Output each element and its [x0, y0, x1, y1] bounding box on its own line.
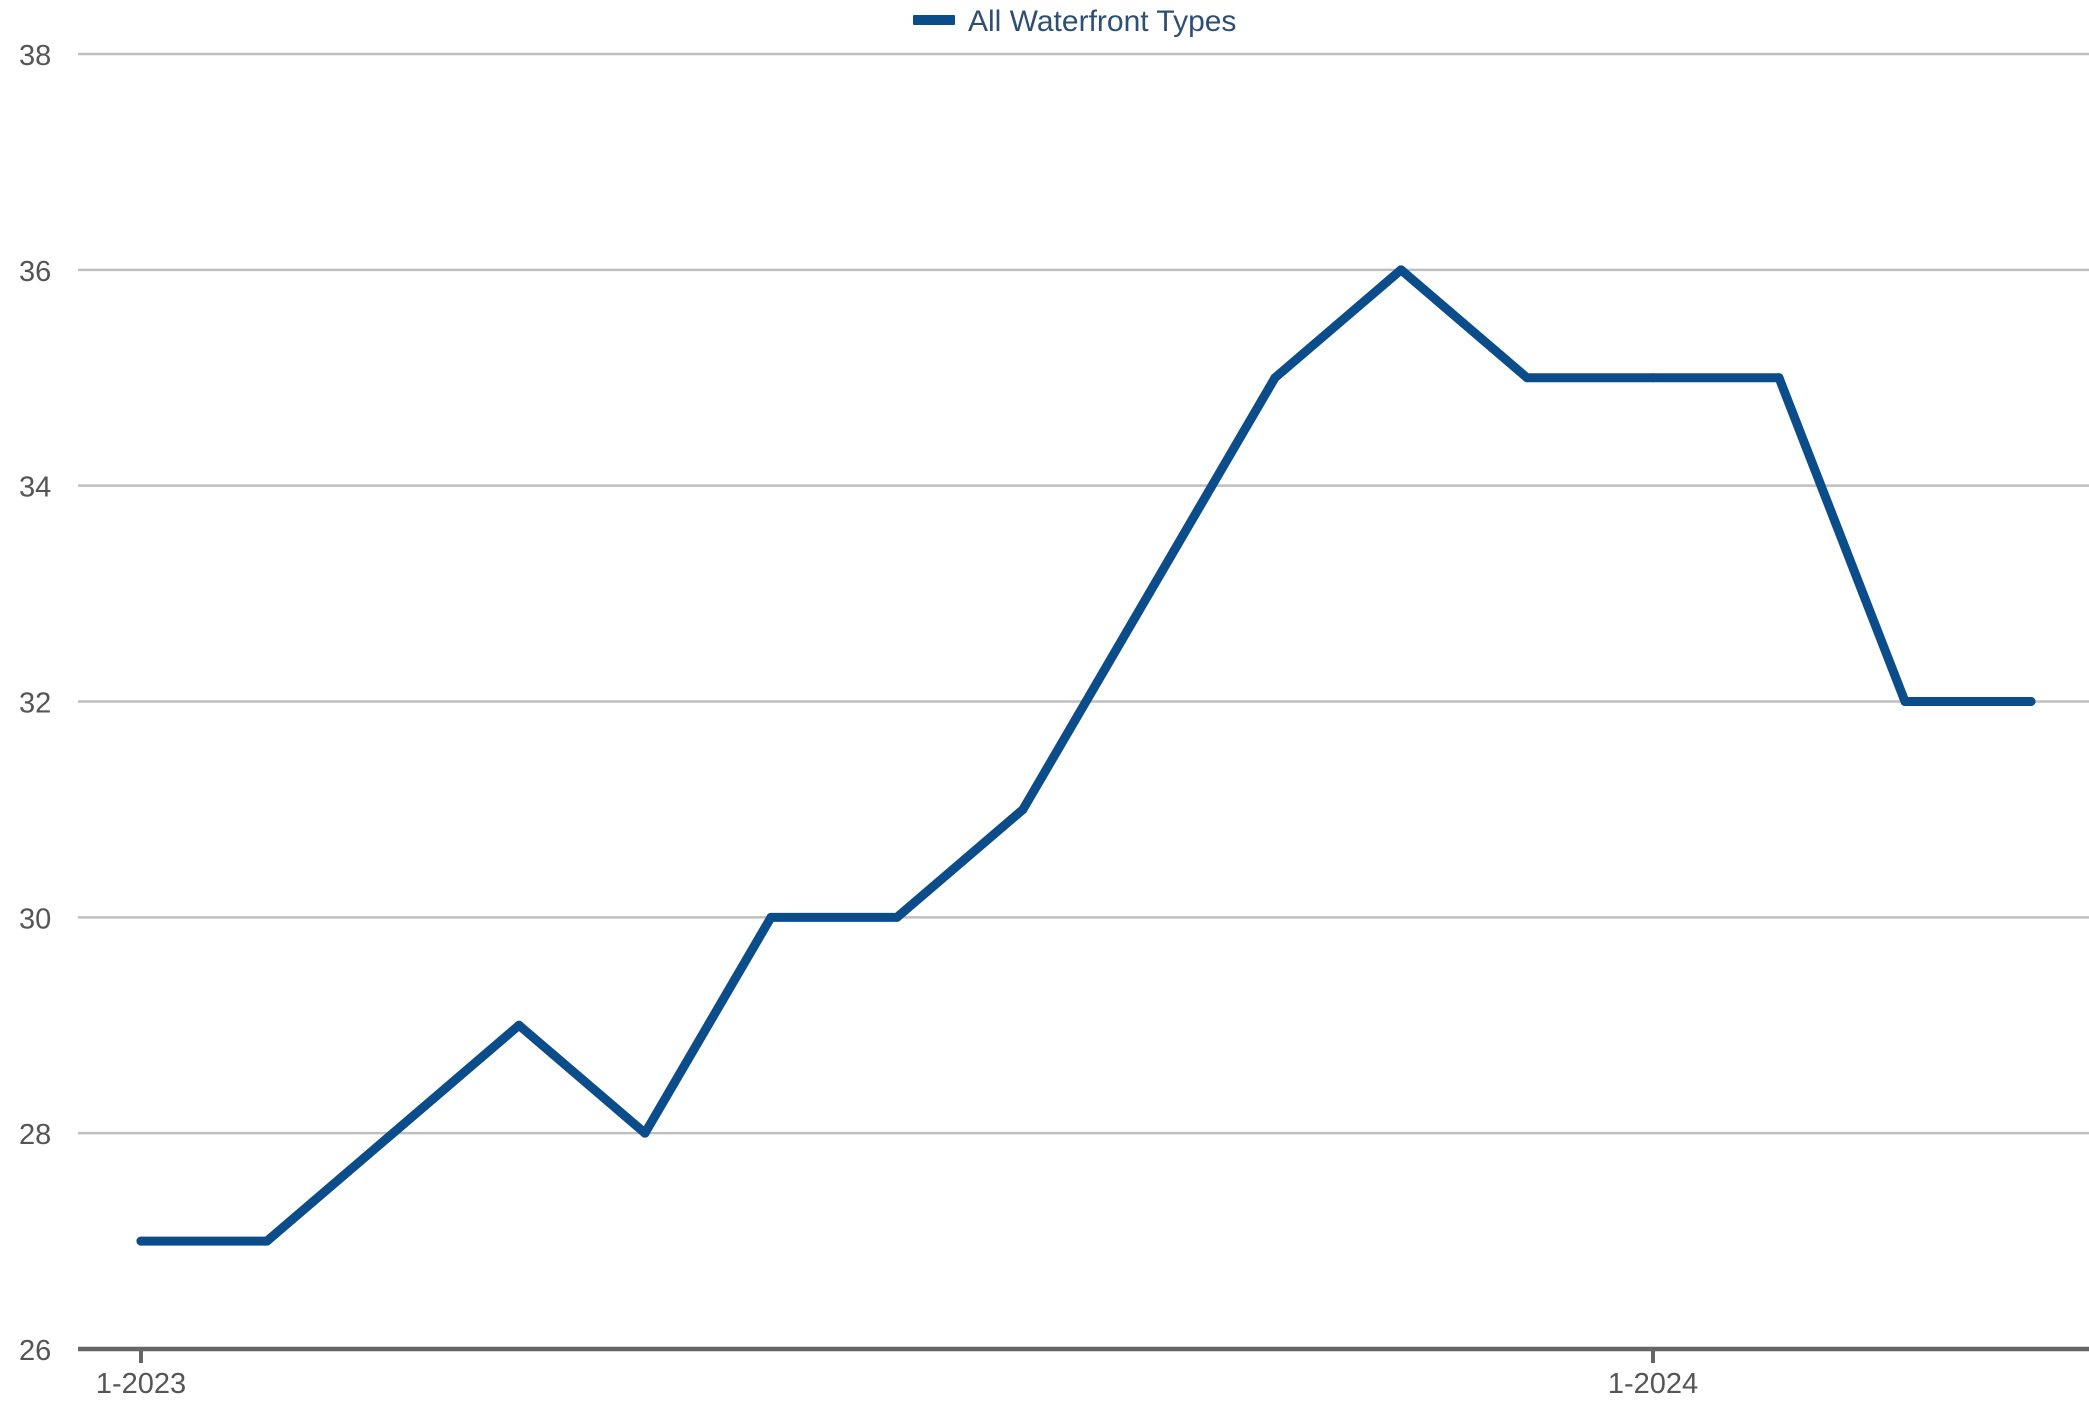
data-point — [388, 1128, 398, 1138]
y-tick-label: 28 — [19, 1119, 51, 1151]
x-tick-label: 1-2023 — [96, 1368, 186, 1400]
x-axis — [78, 1346, 2089, 1363]
y-tick-label: 32 — [19, 688, 51, 720]
y-tick-label: 38 — [19, 40, 51, 72]
data-point — [136, 1236, 146, 1246]
y-tick-label: 30 — [19, 903, 51, 935]
data-point — [2026, 697, 2036, 706]
series-layer — [136, 265, 2036, 1246]
data-point — [1648, 373, 1658, 383]
data-point — [1144, 589, 1154, 599]
data-point — [1018, 804, 1028, 814]
data-point — [766, 912, 776, 922]
y-tick-label: 34 — [19, 472, 51, 504]
data-point — [262, 1236, 272, 1246]
series-line — [136, 265, 2036, 1246]
x-tick-label: 1-2024 — [1608, 1368, 1698, 1400]
data-point — [1270, 373, 1280, 383]
data-point — [1900, 697, 1910, 706]
data-point — [514, 1020, 524, 1030]
y-tick-label: 36 — [19, 256, 51, 288]
data-point — [1774, 373, 1784, 383]
data-point — [1396, 265, 1406, 275]
legend-label: All Waterfront Types — [968, 5, 1236, 38]
data-point — [640, 1128, 650, 1138]
y-tick-label: 26 — [19, 1335, 51, 1367]
legend: All Waterfront Types — [913, 5, 1236, 38]
gridlines — [78, 52, 2089, 1135]
y-axis-tick-labels: 26 28 30 32 34 36 38 — [19, 40, 51, 1367]
x-axis-tick-labels: 1-2023 1-2024 — [96, 1368, 1698, 1400]
data-point — [892, 912, 902, 922]
legend-swatch — [913, 15, 955, 25]
data-point — [1522, 373, 1532, 383]
